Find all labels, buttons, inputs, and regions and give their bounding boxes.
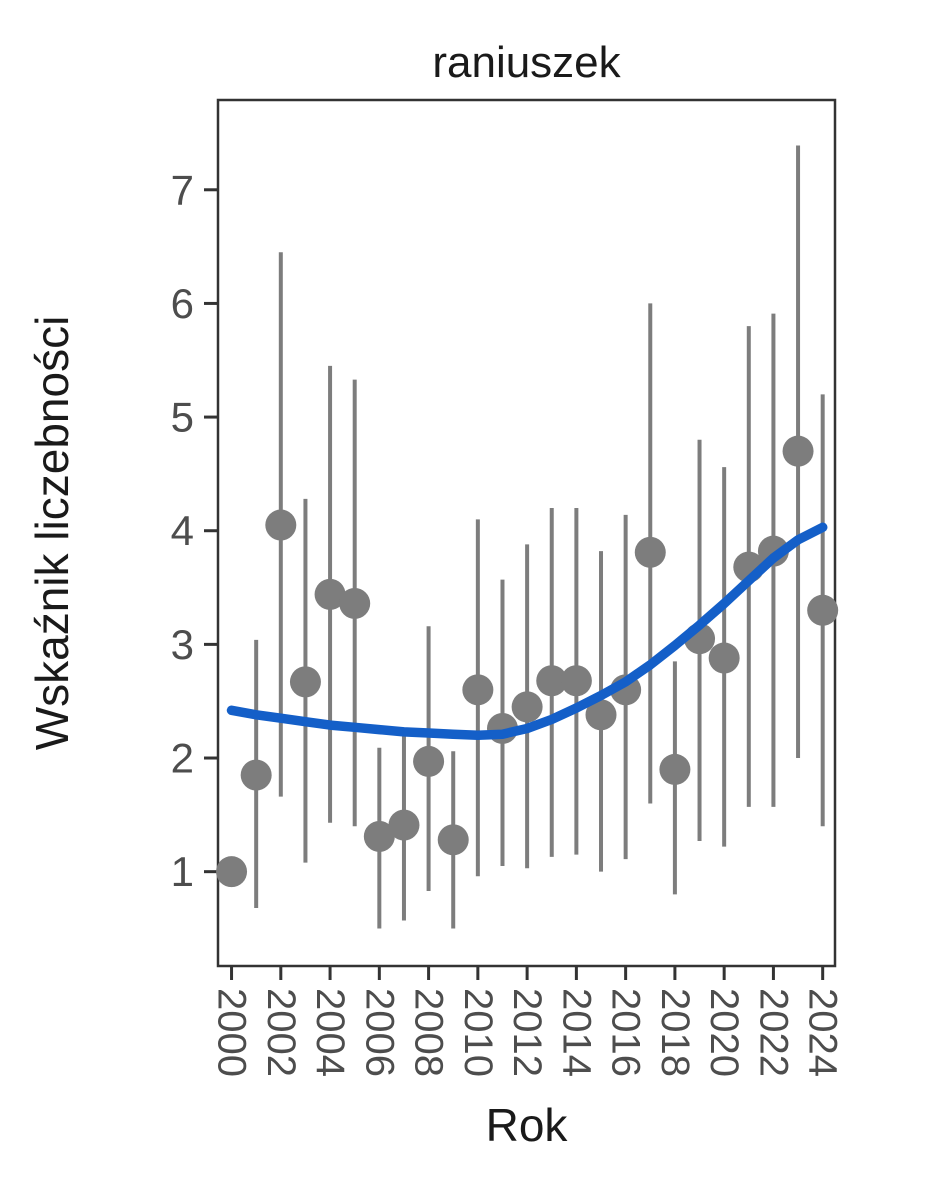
data-point (240, 759, 272, 791)
data-point (289, 666, 321, 698)
data-point (216, 856, 248, 888)
y-tick-label: 4 (171, 507, 194, 554)
x-tick-label: 2004 (308, 988, 352, 1077)
y-tick-label: 7 (171, 166, 194, 213)
data-point (462, 674, 494, 706)
x-tick-label: 2000 (210, 988, 254, 1077)
data-point (536, 665, 568, 697)
trend-line (226, 522, 828, 741)
x-tick-label: 2024 (801, 988, 845, 1077)
x-tick-label: 2002 (259, 988, 303, 1077)
x-tick-label: 2016 (604, 988, 648, 1077)
data-point (314, 578, 346, 610)
x-tick-label: 2020 (702, 988, 746, 1077)
data-point (659, 753, 691, 785)
data-point (807, 594, 839, 626)
x-tick-label: 2008 (407, 988, 451, 1077)
x-tick-label: 2014 (554, 988, 598, 1077)
data-point (560, 665, 592, 697)
x-axis-title: Rok (485, 1099, 568, 1151)
x-tick-label: 2012 (505, 988, 549, 1077)
data-point (413, 745, 445, 777)
y-tick-label: 3 (171, 621, 194, 668)
chart-title: raniuszek (432, 38, 621, 87)
y-tick-label: 2 (171, 735, 194, 782)
y-tick-label: 5 (171, 394, 194, 441)
x-tick-label: 2006 (357, 988, 401, 1077)
y-tick-label: 1 (171, 848, 194, 895)
data-point (511, 691, 543, 723)
data-point (634, 536, 666, 568)
y-tick-label: 6 (171, 280, 194, 327)
data-point (363, 820, 395, 852)
data-point (585, 699, 617, 731)
data-point (265, 509, 297, 541)
x-tick-label: 2022 (751, 988, 795, 1077)
data-point (708, 642, 740, 674)
data-point (437, 824, 469, 856)
data-point (388, 809, 420, 841)
data-point (339, 587, 371, 619)
x-tick-label: 2010 (456, 988, 500, 1077)
data-point (782, 435, 814, 467)
x-tick-label: 2018 (653, 988, 697, 1077)
